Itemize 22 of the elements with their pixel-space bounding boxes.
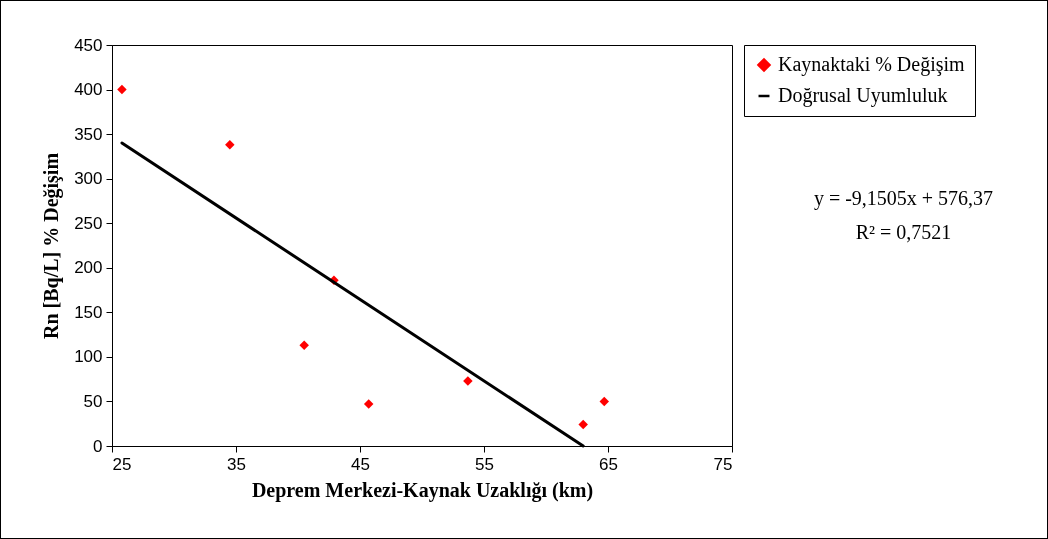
y-tick-label: 200: [74, 258, 103, 278]
x-tick-label: 55: [475, 454, 494, 474]
y-tick-label: 150: [74, 302, 103, 322]
y-tick-label: 100: [74, 347, 103, 367]
x-tick-label: 75: [713, 454, 733, 474]
y-tick-label: 0: [93, 436, 103, 456]
legend-label: Doğrusal Uyumluluk: [778, 84, 948, 107]
x-tick-label: 65: [599, 454, 618, 474]
text: y = -9,1505x + 576,37: [812, 186, 995, 212]
y-tick-label: 300: [74, 169, 103, 189]
y-axis-title: Rn [Bq/L] % Değişim: [40, 152, 64, 340]
x-tick-label: 45: [351, 454, 370, 474]
y-tick-label: 400: [74, 80, 103, 100]
x-tick-label: 35: [227, 454, 246, 474]
text: R² = 0,7521: [854, 220, 953, 245]
x-axis-title: Deprem Merkezi-Kaynak Uzaklığı (km): [251, 478, 594, 502]
y-tick-label: 50: [83, 391, 103, 411]
y-tick-label: 250: [74, 213, 103, 233]
y-tick-label: 450: [74, 35, 103, 55]
legend-label: Kaynaktaki % Değişim: [778, 53, 966, 76]
y-tick-label: 350: [74, 124, 103, 144]
x-tick-label: 25: [112, 454, 132, 474]
